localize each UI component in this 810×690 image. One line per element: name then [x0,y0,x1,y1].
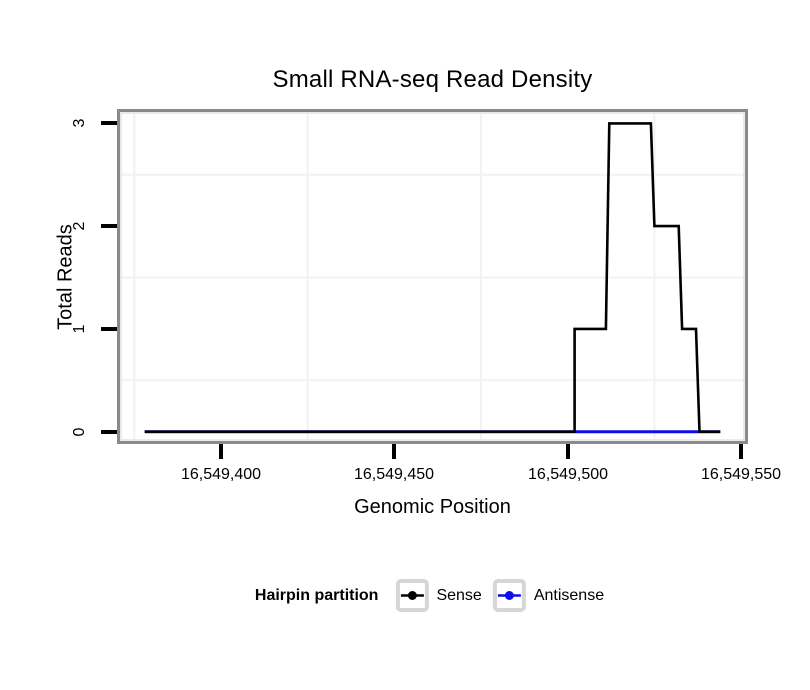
plot-panel [117,109,748,444]
y-axis-title: Total Reads [54,224,77,330]
y-axis-tick-label: 0 [71,427,88,437]
y-axis-tick [101,224,117,228]
legend-label-sense: Sense [436,586,482,604]
antisense-line-dot-icon [492,579,526,612]
x-axis-tick [392,444,396,459]
y-axis-tick [101,430,117,434]
legend-entry-antisense: Antisense [492,579,605,612]
x-axis-title: Genomic Position [354,496,511,518]
y-axis-tick [101,121,117,125]
x-axis-tick [566,444,570,459]
legend-entry-sense: Sense [395,579,482,612]
x-axis-tick-label: 16,549,500 [527,466,609,483]
legend-label-antisense: Antisense [533,586,605,604]
legend: Hairpin partition Sense Antisense [255,579,615,612]
y-axis-tick-label: 3 [71,118,88,128]
y-axis-tick [101,327,117,331]
x-axis-tick-label: 16,549,450 [353,466,435,483]
x-axis-tick-label: 16,549,550 [700,466,782,483]
sense-line-dot-icon [395,579,429,612]
x-axis-tick [219,444,223,459]
legend-title: Hairpin partition [254,586,379,604]
x-axis-tick [739,444,743,459]
chart-title: Small RNA-seq Read Density [272,66,593,93]
x-axis-tick-label: 16,549,400 [180,466,262,483]
